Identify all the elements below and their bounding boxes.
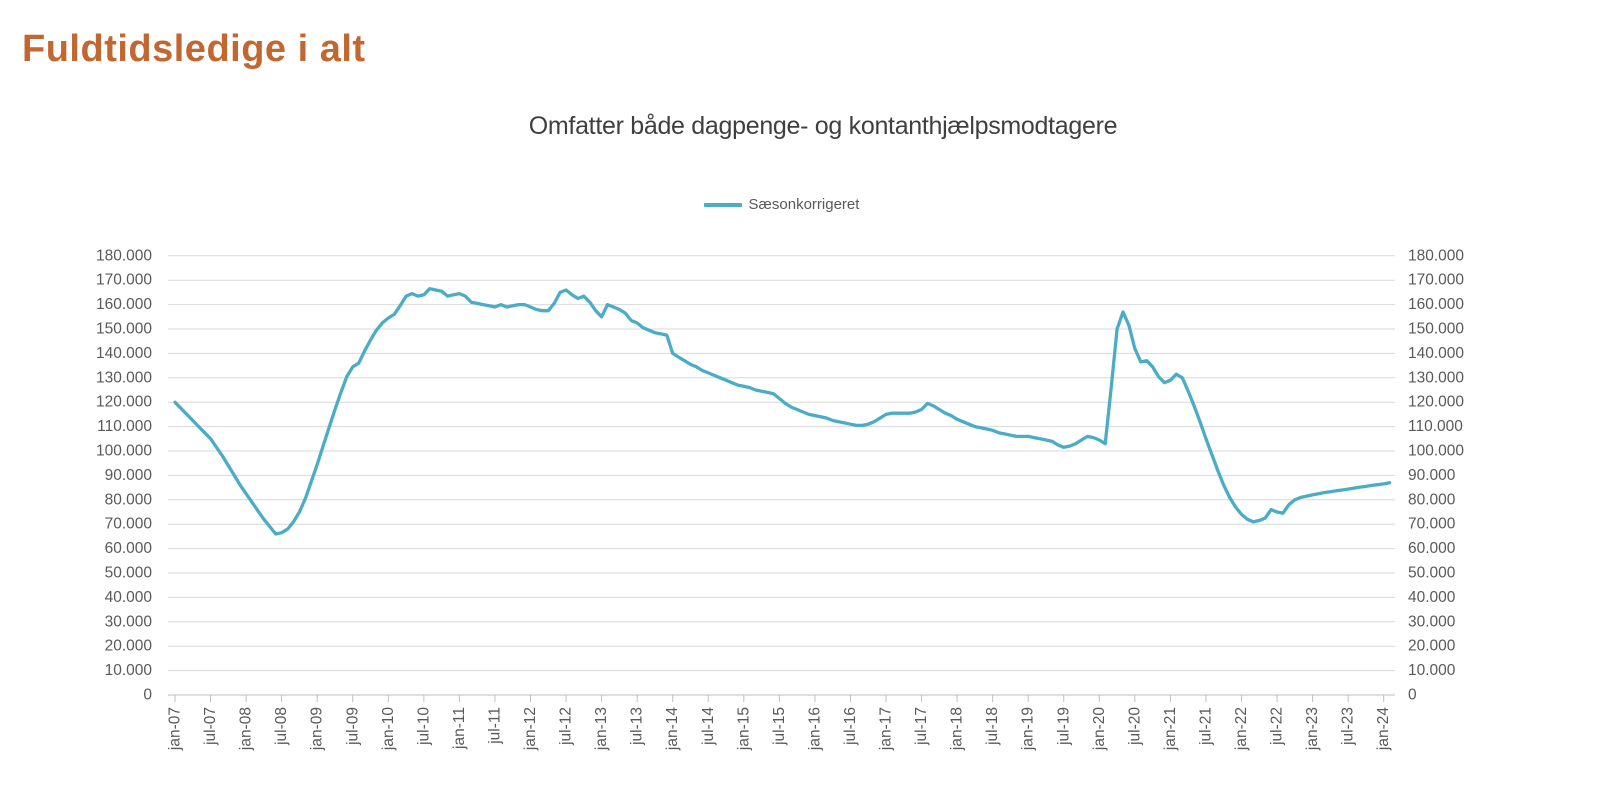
y-axis-label-left: 130.000: [96, 369, 152, 386]
x-axis-label: jan-08: [238, 707, 255, 751]
y-axis-label-left: 80.000: [105, 491, 153, 508]
y-axis-label-right: 130.000: [1408, 369, 1464, 386]
x-axis-label: jan-23: [1304, 707, 1321, 751]
y-axis-label-left: 170.000: [96, 272, 152, 289]
y-axis-label-left: 180.000: [96, 247, 152, 264]
x-axis-label: jan-10: [380, 707, 397, 751]
legend-line-marker: [703, 202, 742, 207]
x-axis-label: jan-19: [1020, 707, 1037, 751]
x-axis-label: jan-15: [735, 707, 752, 751]
y-axis-label-left: 50.000: [105, 565, 153, 582]
page-title: Fuldtidsledige i alt: [22, 28, 366, 70]
x-axis-label: jan-17: [878, 707, 895, 751]
x-axis-label: jul-12: [558, 707, 575, 746]
y-axis-label-left: 0: [143, 687, 152, 704]
y-axis-label-right: 50.000: [1408, 565, 1456, 582]
x-axis-label: jan-12: [522, 707, 539, 751]
x-axis-label: jan-13: [593, 707, 610, 751]
y-axis-label-right: 110.000: [1408, 418, 1463, 435]
x-axis-label: jan-14: [664, 707, 681, 751]
x-axis-label: jul-17: [913, 707, 930, 746]
x-axis-label: jan-22: [1233, 707, 1250, 751]
y-axis-label-right: 80.000: [1408, 491, 1456, 508]
y-axis-label-left: 10.000: [105, 662, 153, 679]
x-axis-label: jul-13: [629, 707, 646, 746]
y-axis-label-right: 20.000: [1408, 638, 1456, 655]
y-axis-label-right: 120.000: [1408, 394, 1464, 411]
y-axis-label-right: 30.000: [1408, 613, 1456, 630]
y-axis-label-left: 100.000: [96, 443, 152, 460]
x-axis-label: jan-11: [451, 707, 468, 750]
y-axis-label-right: 140.000: [1408, 345, 1464, 362]
x-axis-label: jan-24: [1375, 707, 1392, 751]
x-axis-label: jul-16: [842, 707, 859, 746]
x-axis-label: jul-23: [1340, 707, 1357, 746]
y-axis-label-right: 150.000: [1408, 321, 1464, 338]
x-axis-label: jan-16: [806, 707, 823, 751]
y-axis-label-right: 0: [1408, 687, 1417, 704]
y-axis-label-left: 150.000: [96, 321, 152, 338]
x-axis-label: jul-21: [1197, 707, 1214, 746]
y-axis-label-right: 60.000: [1408, 540, 1456, 557]
x-axis-label: jul-19: [1055, 707, 1072, 746]
y-axis-label-right: 160.000: [1408, 296, 1464, 313]
series-line-saesonkorrigeret: [173, 287, 1392, 536]
x-axis-label: jul-09: [344, 707, 361, 746]
y-axis-label-left: 110.000: [97, 418, 152, 435]
y-axis-label-left: 20.000: [105, 638, 153, 655]
y-axis-label-right: 180.000: [1408, 247, 1464, 264]
x-axis-label: jan-07: [167, 707, 184, 751]
y-axis-label-left: 120.000: [96, 394, 152, 411]
y-axis-label-left: 160.000: [96, 296, 152, 313]
x-axis-label: jul-20: [1126, 707, 1143, 746]
x-axis-label: jul-22: [1269, 707, 1286, 746]
legend-series-label: Sæsonkorrigeret: [748, 196, 860, 213]
x-axis-label: jul-11: [486, 707, 503, 745]
chart-title: Omfatter både dagpenge- og kontanthjælps…: [528, 112, 1118, 140]
x-axis-label: jan-09: [309, 707, 326, 751]
y-axis-label-left: 140.000: [96, 345, 152, 362]
x-axis-label: jan-18: [949, 707, 966, 751]
y-axis-label-right: 170.000: [1408, 272, 1464, 289]
x-axis-label: jan-21: [1162, 707, 1179, 751]
y-axis-label-left: 40.000: [105, 589, 153, 606]
y-axis-label-left: 60.000: [105, 540, 153, 557]
y-axis-label-left: 90.000: [105, 467, 153, 484]
y-axis-label-right: 10.000: [1408, 662, 1456, 679]
y-axis-label-right: 40.000: [1408, 589, 1456, 606]
x-axis-label: jul-10: [415, 707, 432, 746]
y-axis-label-left: 70.000: [105, 516, 153, 533]
y-axis-label-left: 30.000: [105, 613, 153, 630]
x-axis-label: jul-08: [273, 707, 290, 746]
y-axis-label-right: 90.000: [1408, 467, 1456, 484]
x-axis-label: jul-07: [202, 707, 219, 746]
x-axis-label: jan-20: [1091, 707, 1108, 751]
y-axis-label-right: 70.000: [1408, 516, 1456, 533]
y-axis-label-right: 100.000: [1408, 443, 1464, 460]
x-axis-label: jul-14: [700, 707, 717, 746]
x-axis-label: jul-15: [771, 707, 788, 746]
chart-legend[interactable]: Sæsonkorrigeret: [168, 196, 1395, 213]
x-axis-label: jul-18: [984, 707, 1001, 746]
